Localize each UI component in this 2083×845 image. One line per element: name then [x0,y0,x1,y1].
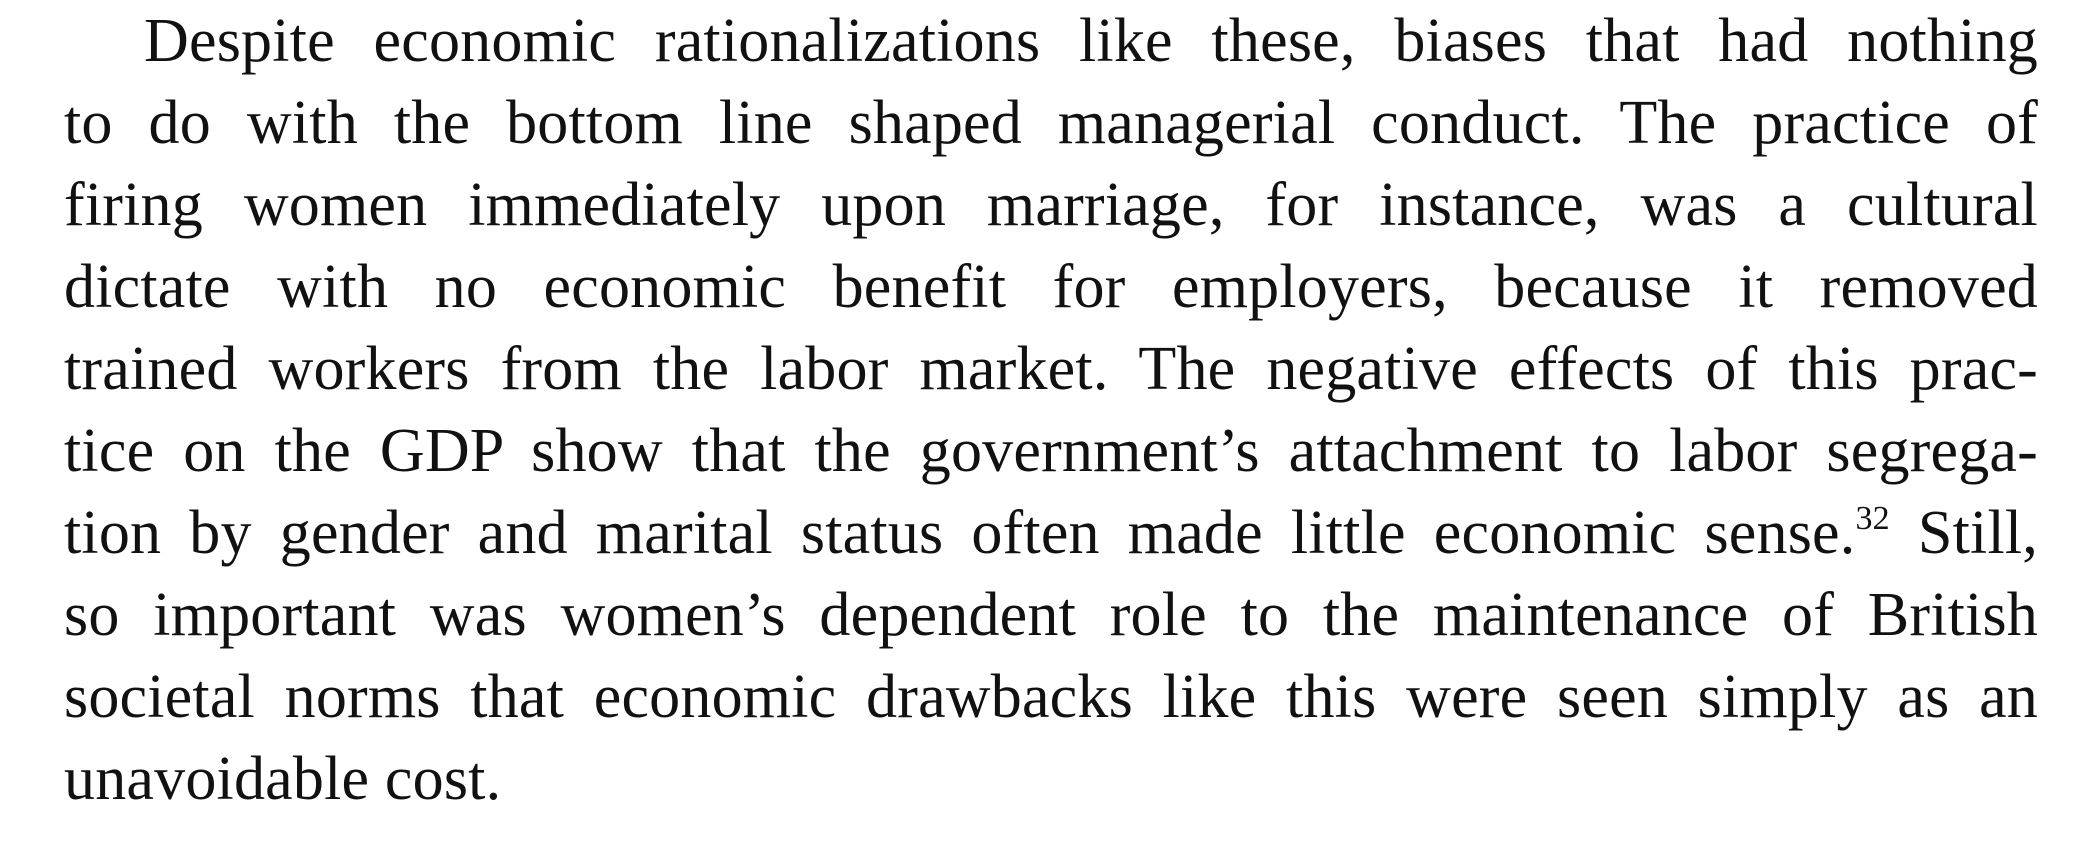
paragraph-line-6: tice on the GDP show that the government… [64,417,2038,485]
paragraph-line-5: trained workers from the labor market. T… [64,335,2038,403]
paragraph-line-9: societal norms that economic drawbacks l… [64,663,2038,731]
paragraph-line-10: unavoidable cost. [64,745,502,813]
paragraph-line-7-tail: Still, [1889,499,2038,567]
paragraph-line-8: so important was women’s dependent role … [64,581,2038,649]
footnote-marker[interactable]: 32 [1855,500,1890,537]
paragraph-line-3: firing women immediately upon marriage, … [64,171,2038,239]
paragraph-line-4: dictate with no economic benefit for emp… [64,253,2038,321]
paragraph-line-7: tion by gender and marital status often … [64,492,2038,574]
paragraph-line-2: to do with the bottom line shaped manage… [64,89,2038,157]
paragraph-line-7-text: tion by gender and marital status often … [64,499,1856,567]
paragraph-line-1: Despite economic rationalizations like t… [144,7,2038,75]
